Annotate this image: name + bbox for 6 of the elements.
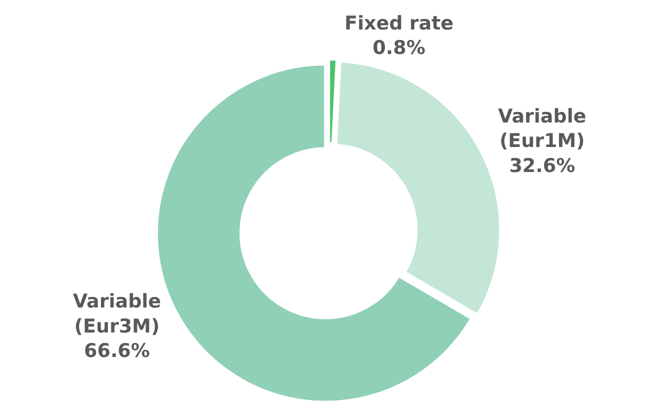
slice-label: Fixed rate bbox=[344, 12, 454, 34]
data-label: 32.6% bbox=[509, 154, 576, 177]
data-label: 66.6% bbox=[84, 340, 150, 362]
slice-label: Variable (Eur3M) bbox=[72, 290, 162, 338]
data-label: 0.8% bbox=[372, 37, 426, 60]
slice-label: Variable (Eur1M) bbox=[498, 106, 586, 152]
